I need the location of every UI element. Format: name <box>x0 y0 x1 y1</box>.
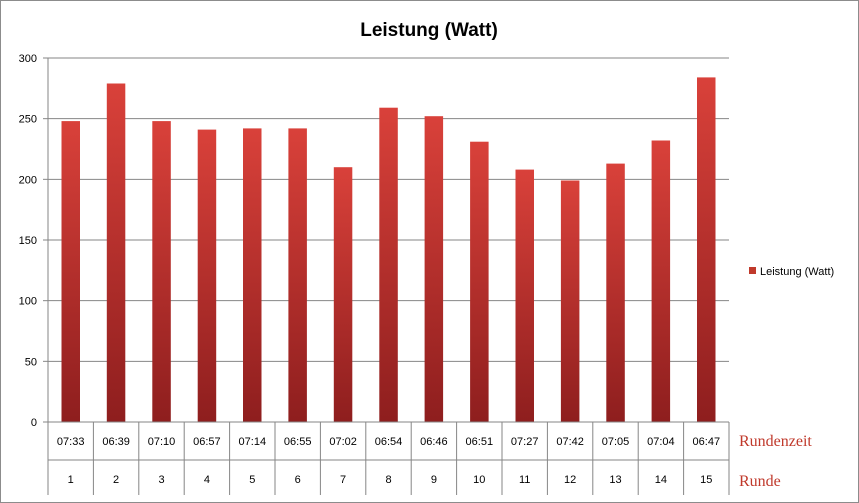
bar <box>379 107 398 422</box>
lap-time-label: 07:14 <box>239 436 267 448</box>
lap-time-label: 07:27 <box>511 436 539 448</box>
y-tick-label: 200 <box>19 174 37 186</box>
legend-label: Leistung (Watt) <box>760 266 834 278</box>
lap-number-label: 5 <box>249 474 255 486</box>
bar <box>333 167 353 422</box>
lap-time-label: 06:51 <box>466 436 494 448</box>
lap-number-label: 1 <box>68 474 74 486</box>
bar <box>61 121 80 422</box>
bar <box>288 128 307 422</box>
bars <box>61 77 716 423</box>
bar <box>560 180 580 422</box>
lap-time-label: 07:42 <box>556 436 584 448</box>
lap-number-label: 8 <box>385 474 391 486</box>
lap-number-label: 3 <box>158 474 164 486</box>
y-tick-label: 250 <box>19 114 37 126</box>
lap-time-label: 06:54 <box>375 436 403 448</box>
lap-number-label: 15 <box>700 474 712 486</box>
lap-number-label: 7 <box>340 474 346 486</box>
bar <box>697 77 716 423</box>
bar <box>197 129 217 422</box>
y-tick-label: 100 <box>19 296 37 308</box>
lap-number-label: 13 <box>609 474 621 486</box>
axes: 0 50 100 150 200 250 300 <box>19 53 49 495</box>
lap-time-label: 06:55 <box>284 436 312 448</box>
bar <box>515 169 534 422</box>
category-table: 07:33 06:39 07:10 06:57 07:14 06:55 07:02 06:54… <box>47 421 812 495</box>
legend-swatch <box>749 267 756 274</box>
bar <box>152 121 171 422</box>
y-tick-label: 300 <box>19 53 37 65</box>
lap-time-label: 06:47 <box>693 436 721 448</box>
row-title-lap: Runde <box>739 473 781 490</box>
lap-time-label: 07:33 <box>57 436 85 448</box>
bar <box>243 128 262 422</box>
bar <box>470 141 489 422</box>
lap-number-label: 11 <box>519 474 530 486</box>
lap-time-label: 07:10 <box>148 436 176 448</box>
y-tick-label: 0 <box>31 417 37 429</box>
lap-number-label: 12 <box>564 474 576 486</box>
lap-time-label: 07:05 <box>602 436 630 448</box>
bar <box>606 163 625 422</box>
lap-time-label: 06:57 <box>193 436 221 448</box>
lap-number-label: 10 <box>473 474 485 486</box>
bar <box>106 83 126 422</box>
y-tick-label: 50 <box>25 356 37 368</box>
row-title-lap-time: Rundenzeit <box>739 433 812 450</box>
lap-time-label: 06:46 <box>420 436 448 448</box>
y-tick-label: 150 <box>19 235 37 247</box>
chart-title: Leistung (Watt) <box>360 20 498 41</box>
lap-number-label: 14 <box>655 474 667 486</box>
lap-number-label: 4 <box>204 474 210 486</box>
lap-time-label: 07:02 <box>329 436 357 448</box>
legend: Leistung (Watt) <box>749 266 834 278</box>
bar <box>424 116 444 422</box>
lap-number-label: 6 <box>295 474 301 486</box>
lap-time-label: 07:04 <box>647 436 675 448</box>
lap-time-label: 06:39 <box>102 436 130 448</box>
bar <box>651 140 671 422</box>
lap-number-label: 2 <box>113 474 119 486</box>
lap-number-label: 9 <box>431 474 437 486</box>
